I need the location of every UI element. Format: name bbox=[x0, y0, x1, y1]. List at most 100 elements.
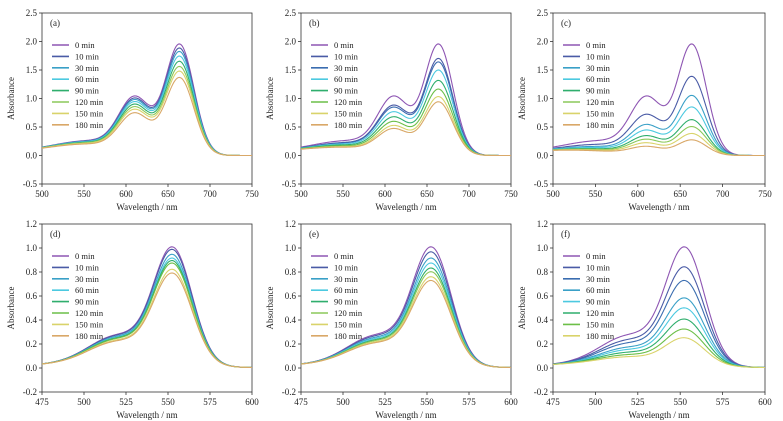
legend-entry: 10 min bbox=[334, 51, 359, 61]
legend-entry: 30 min bbox=[75, 274, 100, 284]
series-line-180-min bbox=[42, 76, 252, 157]
y-tick-label: 2.0 bbox=[26, 37, 38, 47]
legend-entry: 30 min bbox=[586, 274, 611, 284]
series-line-180-min bbox=[301, 279, 511, 369]
series-line-180-min bbox=[553, 337, 765, 369]
legend-entry: 90 min bbox=[586, 297, 611, 307]
series-group bbox=[301, 43, 511, 157]
y-axis-label: Absorbance bbox=[265, 287, 275, 330]
x-tick-label: 600 bbox=[378, 189, 392, 199]
legend-entry: 10 min bbox=[334, 262, 359, 272]
legend-entry: 180 min bbox=[75, 331, 104, 341]
series-line-10-min bbox=[301, 57, 511, 157]
legend-entry: 0 min bbox=[75, 40, 95, 50]
y-tick-label: 0.8 bbox=[26, 267, 38, 277]
chart-panel-4: 475 500 525 550 575 600 -0.2 0.0 0.2 0.4 0.6 0.8 1.0… bbox=[6, 219, 259, 420]
y-tick-label: 0.8 bbox=[285, 267, 297, 277]
y-tick-label: 1.0 bbox=[26, 243, 38, 253]
y-axis-label: Absorbance bbox=[517, 77, 527, 120]
x-tick-label: 575 bbox=[462, 397, 476, 407]
y-axis-label: Absorbance bbox=[517, 287, 527, 330]
legend-entry: 0 min bbox=[334, 40, 354, 50]
y-tick-label: 1.5 bbox=[537, 65, 549, 75]
y-tick-label: 0.0 bbox=[537, 151, 549, 161]
legend-entry: 120 min bbox=[334, 308, 363, 318]
y-tick-label: 1.0 bbox=[537, 243, 549, 253]
x-tick-label: 525 bbox=[378, 397, 392, 407]
legend-entry: 150 min bbox=[586, 319, 615, 329]
series-line-0-min bbox=[301, 43, 511, 157]
y-tick-label: 1.2 bbox=[26, 219, 37, 229]
panel-label: (b) bbox=[309, 18, 320, 28]
legend-entry: 10 min bbox=[586, 51, 611, 61]
series-line-60-min bbox=[553, 297, 765, 369]
y-tick-label: 0.6 bbox=[537, 291, 549, 301]
x-tick-label: 600 bbox=[631, 189, 645, 199]
series-line-0-min bbox=[42, 43, 252, 157]
x-tick-label: 550 bbox=[77, 189, 91, 199]
plot-frame bbox=[552, 12, 766, 185]
x-tick-label: 475 bbox=[35, 397, 49, 407]
chart-panel-3: 500 550 600 650 700 750 -0.5 0.0 0.5 1.0 1.5 2.0 2.5… bbox=[517, 8, 772, 212]
series-line-0-min bbox=[553, 43, 765, 157]
y-tick-label: -0.2 bbox=[534, 387, 548, 397]
legend-entry: 180 min bbox=[334, 331, 363, 341]
x-tick-label: 600 bbox=[245, 397, 259, 407]
x-tick-label: 750 bbox=[758, 189, 772, 199]
y-tick-label: 2.0 bbox=[537, 37, 549, 47]
series-line-180-min bbox=[42, 272, 252, 369]
legend-entry: 60 min bbox=[75, 74, 100, 84]
x-axis-label: Wavelength / nm bbox=[375, 410, 436, 420]
series-line-150-min bbox=[42, 268, 252, 369]
panel-label: (d) bbox=[50, 229, 61, 239]
y-tick-label: -0.5 bbox=[23, 179, 38, 189]
x-tick-label: 575 bbox=[716, 397, 730, 407]
plot-frame bbox=[552, 223, 766, 393]
series-group bbox=[42, 43, 252, 157]
chart-panel-2: 500 550 600 650 700 750 -0.5 0.0 0.5 1.0 1.5 2.0 2.5… bbox=[265, 8, 518, 212]
x-tick-label: 650 bbox=[673, 189, 687, 199]
legend-entry: 180 min bbox=[586, 120, 615, 130]
chart-panel-6: 475 500 525 550 575 600 -0.2 0.0 0.2 0.4 0.6 0.8 1.0… bbox=[517, 219, 772, 420]
plot-frame bbox=[300, 223, 512, 393]
y-tick-label: 0.5 bbox=[285, 122, 297, 132]
x-tick-label: 550 bbox=[336, 189, 350, 199]
legend-entry: 0 min bbox=[586, 40, 606, 50]
x-tick-label: 750 bbox=[245, 189, 259, 199]
y-tick-label: 2.5 bbox=[285, 8, 297, 18]
legend-entry: 10 min bbox=[586, 262, 611, 272]
x-tick-label: 500 bbox=[294, 189, 308, 199]
legend-entry: 60 min bbox=[334, 285, 359, 295]
y-tick-label: 0.4 bbox=[537, 315, 549, 325]
y-tick-label: 0.6 bbox=[26, 291, 38, 301]
y-tick-label: 1.0 bbox=[285, 94, 297, 104]
y-tick-label: 0.6 bbox=[285, 291, 297, 301]
y-tick-label: 0.2 bbox=[285, 339, 296, 349]
x-tick-label: 525 bbox=[119, 397, 133, 407]
x-tick-label: 600 bbox=[758, 397, 772, 407]
series-group bbox=[301, 246, 511, 369]
y-axis-label: Absorbance bbox=[265, 77, 275, 120]
legend-entry: 60 min bbox=[586, 74, 611, 84]
x-tick-label: 600 bbox=[504, 397, 518, 407]
y-tick-label: 2.5 bbox=[26, 8, 38, 18]
panel-label: (a) bbox=[50, 18, 60, 28]
x-tick-label: 550 bbox=[673, 397, 687, 407]
series-line-10-min bbox=[553, 266, 765, 369]
legend-entry: 60 min bbox=[75, 285, 100, 295]
y-tick-label: 0.5 bbox=[537, 122, 549, 132]
y-tick-label: -0.2 bbox=[23, 387, 37, 397]
legend-entry: 30 min bbox=[586, 63, 611, 73]
legend-entry: 90 min bbox=[334, 297, 359, 307]
x-axis-label: Wavelength / nm bbox=[628, 202, 689, 212]
y-tick-label: 0.2 bbox=[26, 339, 37, 349]
y-tick-label: 0.5 bbox=[26, 122, 38, 132]
x-tick-label: 700 bbox=[716, 189, 730, 199]
y-tick-label: 0.4 bbox=[26, 315, 38, 325]
